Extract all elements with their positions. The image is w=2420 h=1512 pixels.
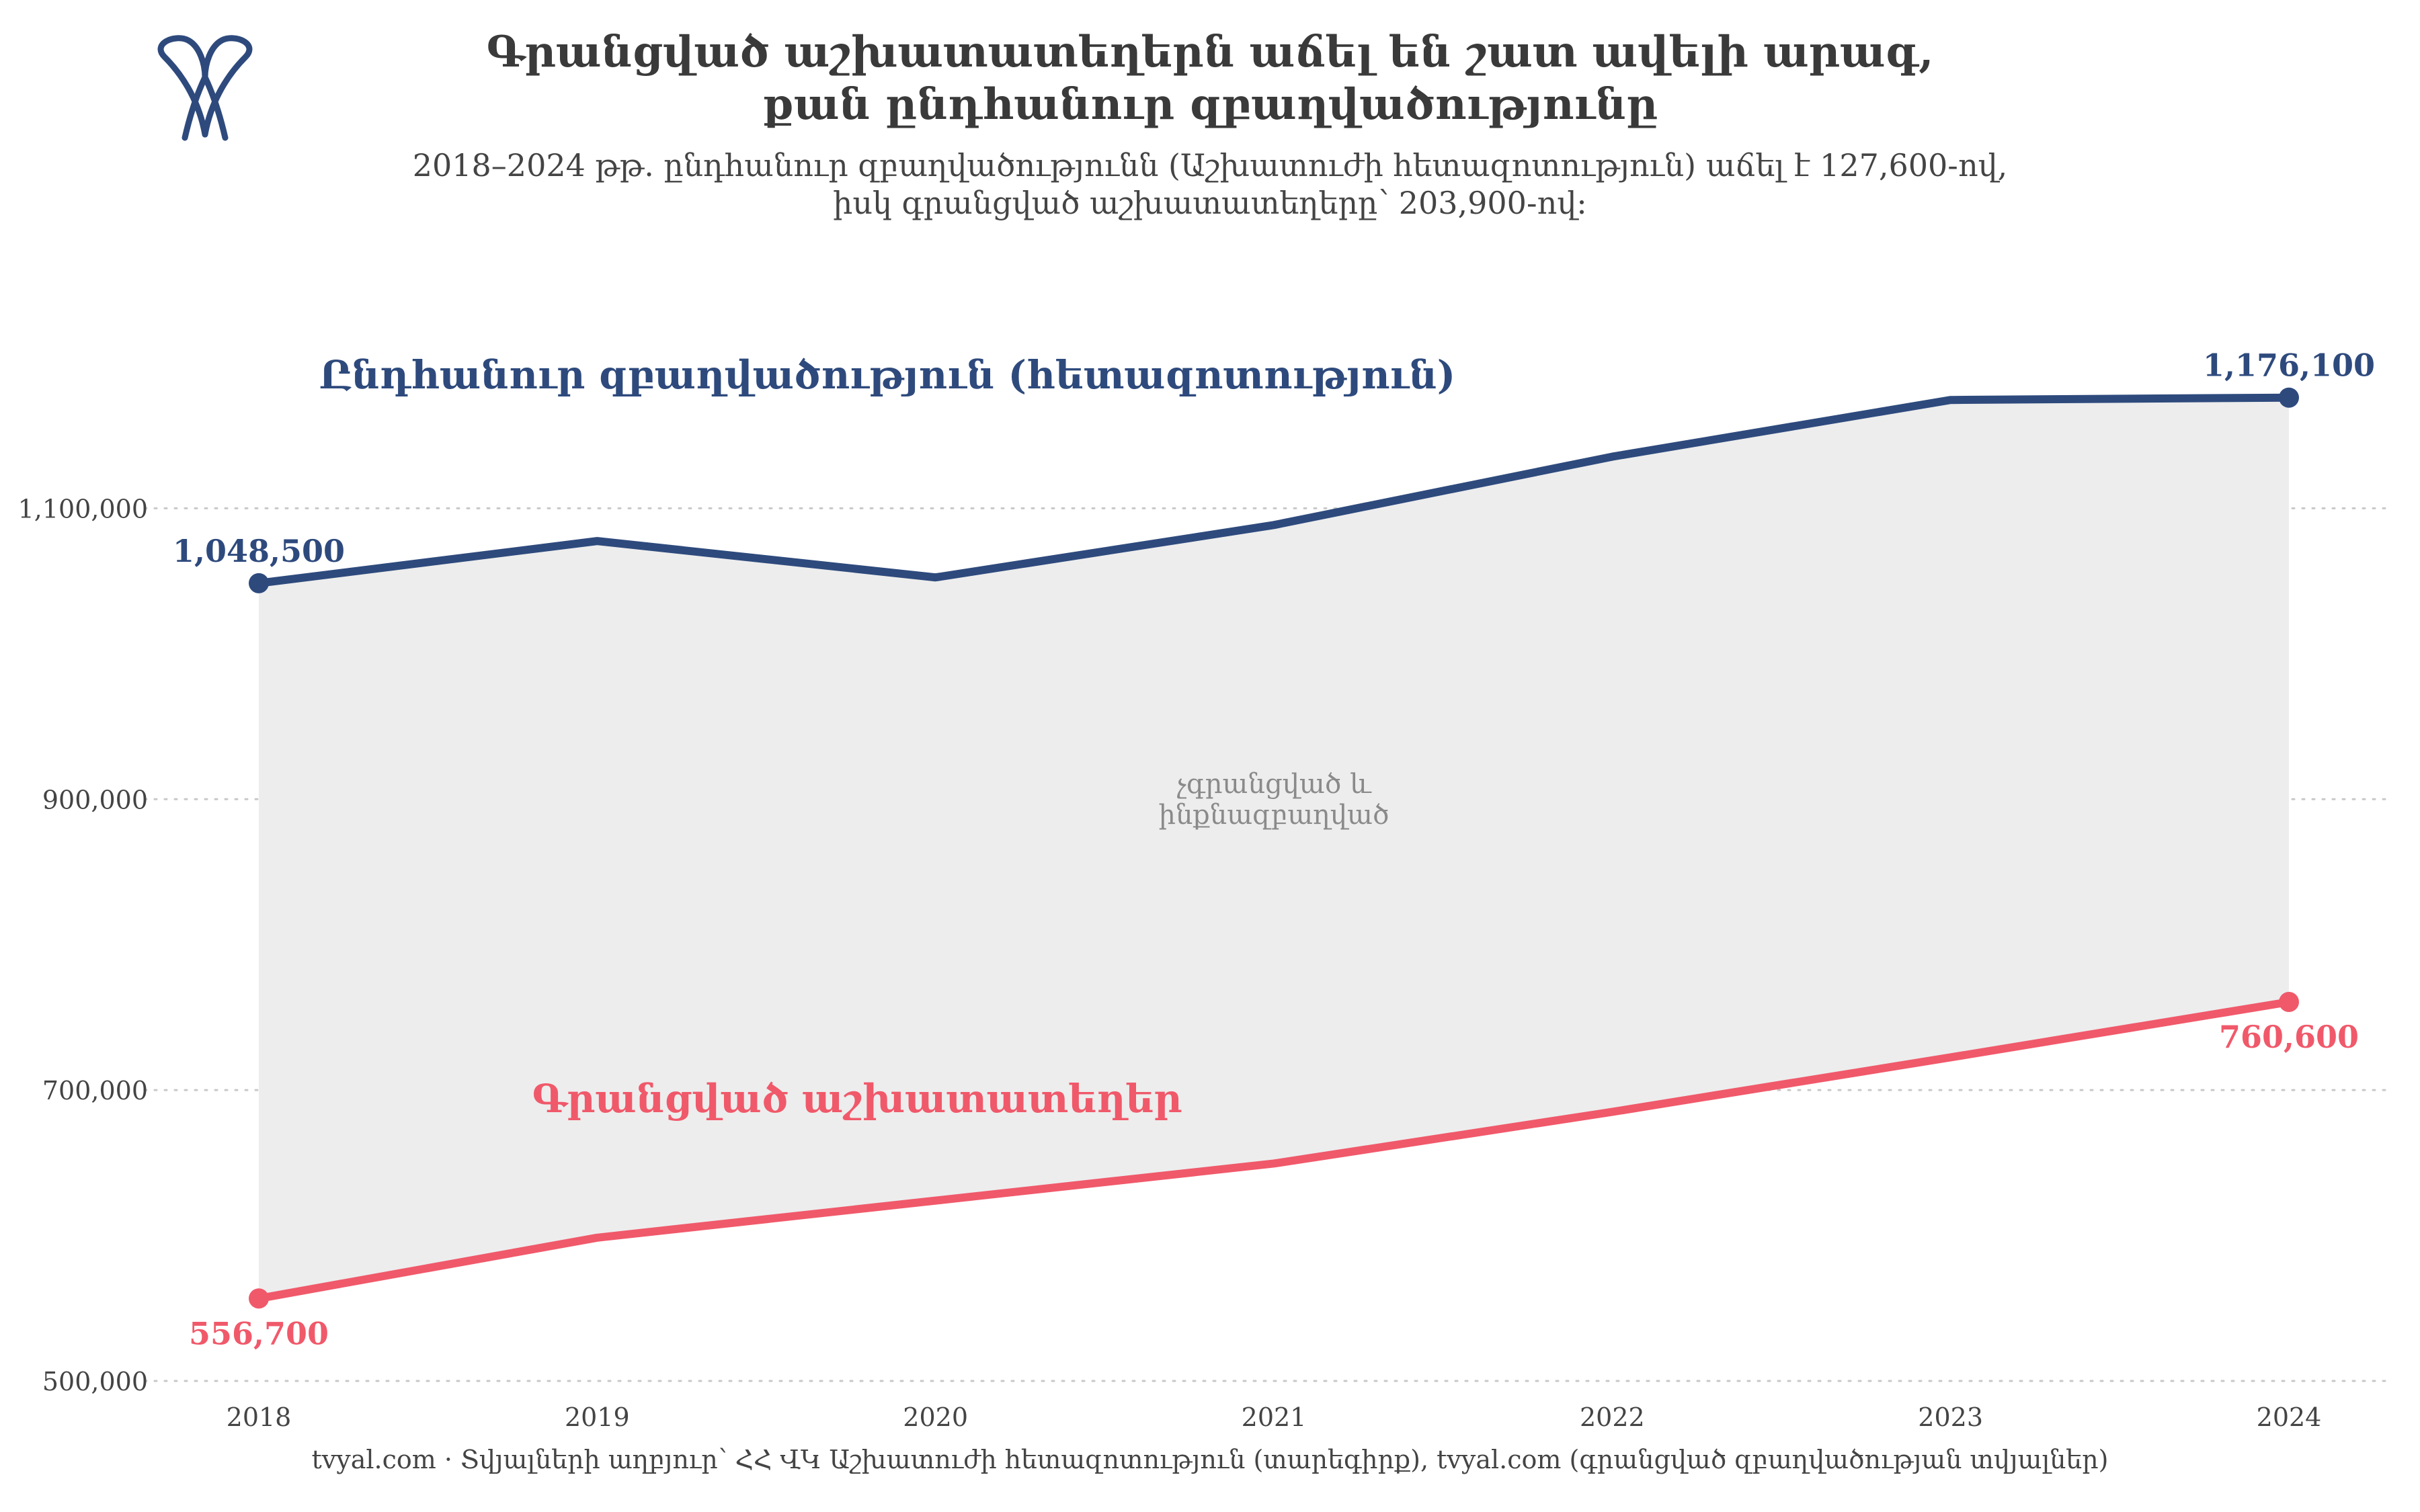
- y-tick-label: 500,000: [42, 1367, 148, 1396]
- y-tick-label: 1,100,000: [18, 494, 148, 523]
- registered-jobs-line: [255, 997, 2293, 1303]
- x-tick-label: 2024: [2257, 1402, 2322, 1432]
- x-tick-label: 2023: [1918, 1402, 1983, 1432]
- data-label: 760,600: [2219, 1019, 2359, 1055]
- series-points: [249, 387, 2299, 1309]
- band-label: ինքնազբաղված: [1159, 800, 1389, 831]
- tvyal-logo-icon: [157, 35, 253, 141]
- series-label: Ընդհանուր զբաղվածություն (հետազոտություն…: [319, 352, 1455, 398]
- source-footer: tvyal.com · Տվյալների աղբյուր՝ ՀՀ ՎԿ Աշխ…: [311, 1445, 2109, 1474]
- data-point: [2279, 387, 2299, 408]
- x-tick-label: 2022: [1580, 1402, 1645, 1432]
- data-label: 1,176,100: [2203, 347, 2375, 384]
- x-tick-label: 2020: [903, 1402, 968, 1432]
- x-tick-label: 2018: [227, 1402, 292, 1432]
- chart-subtitle-line2: իսկ գրանցված աշխատատեղերը՝ 203,900-ով:: [833, 185, 1587, 221]
- data-label: 556,700: [189, 1315, 329, 1351]
- series-lines: [255, 393, 2293, 1303]
- data-point: [2279, 991, 2299, 1012]
- y-tick-label: 700,000: [42, 1076, 148, 1105]
- data-point: [249, 573, 269, 593]
- y-tick-label: 900,000: [42, 785, 148, 814]
- data-point: [249, 1288, 269, 1309]
- data-label: 1,048,500: [173, 533, 345, 569]
- band-label: չգրանցված և: [1176, 769, 1372, 800]
- x-tick-label: 2019: [565, 1402, 630, 1432]
- x-tick-label: 2021: [1242, 1402, 1307, 1432]
- chart-subtitle-line1: 2018–2024 թթ. ընդհանուր զբաղվածությունն …: [412, 147, 2008, 183]
- chart-title-line1: Գրանցված աշխատատեղերն աճել են շատ ավելի …: [486, 27, 1934, 77]
- chart-title-line2: քան ընդհանուր զբաղվածությունը: [762, 79, 1658, 130]
- gap-band: [259, 397, 2289, 1299]
- series-label: Գրանցված աշխատատեղեր: [532, 1076, 1182, 1122]
- axis-labels: 500,000 700,000 900,000 1,100,000 2018 2019 20…: [18, 494, 2322, 1432]
- total-employment-line: [255, 393, 2293, 587]
- gap-band-area: [259, 397, 2289, 1299]
